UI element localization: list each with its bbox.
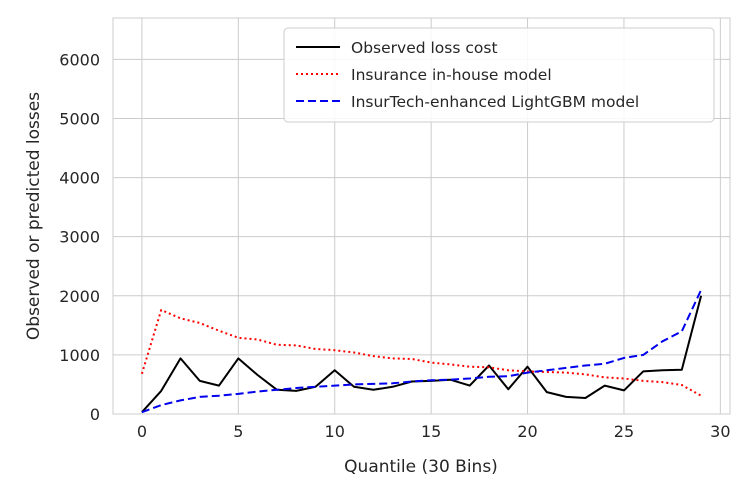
x-axis-label: Quantile (30 Bins) bbox=[344, 457, 498, 477]
y-tick-label: 2000 bbox=[59, 287, 100, 306]
series-line-3 bbox=[141, 289, 703, 414]
x-tick-label: 30 bbox=[710, 422, 730, 441]
y-tick-label: 5000 bbox=[59, 109, 100, 128]
y-tick-label: 6000 bbox=[59, 50, 100, 69]
x-tick-label: 0 bbox=[137, 422, 147, 441]
legend-label-3: InsurTech-enhanced LightGBM model bbox=[351, 93, 639, 111]
legend-label-1: Observed loss cost bbox=[351, 39, 498, 57]
y-tick-label: 0 bbox=[90, 405, 100, 424]
x-tick-label: 25 bbox=[614, 422, 634, 441]
series-layer bbox=[140, 289, 703, 414]
legend: Observed loss cost Insurance in-house mod… bbox=[283, 27, 715, 123]
x-tick-label: 10 bbox=[325, 422, 345, 441]
y-tick-label: 1000 bbox=[59, 346, 100, 365]
x-tick-label: 5 bbox=[233, 422, 243, 441]
legend-box bbox=[283, 27, 715, 123]
series-line-2 bbox=[140, 309, 702, 397]
x-tick-label: 20 bbox=[517, 422, 537, 441]
y-tick-label: 3000 bbox=[59, 228, 100, 247]
legend-label-2: Insurance in-house model bbox=[351, 66, 552, 84]
tick-labels: 0 5 10 15 20 25 30 0 1000 2000 3000 4000 5000 6000 bbox=[59, 50, 730, 441]
x-tick-label: 15 bbox=[421, 422, 441, 441]
y-tick-label: 4000 bbox=[59, 169, 100, 188]
y-axis-label: Observed or predicted losses bbox=[24, 92, 44, 340]
plot-frame bbox=[112, 17, 731, 415]
